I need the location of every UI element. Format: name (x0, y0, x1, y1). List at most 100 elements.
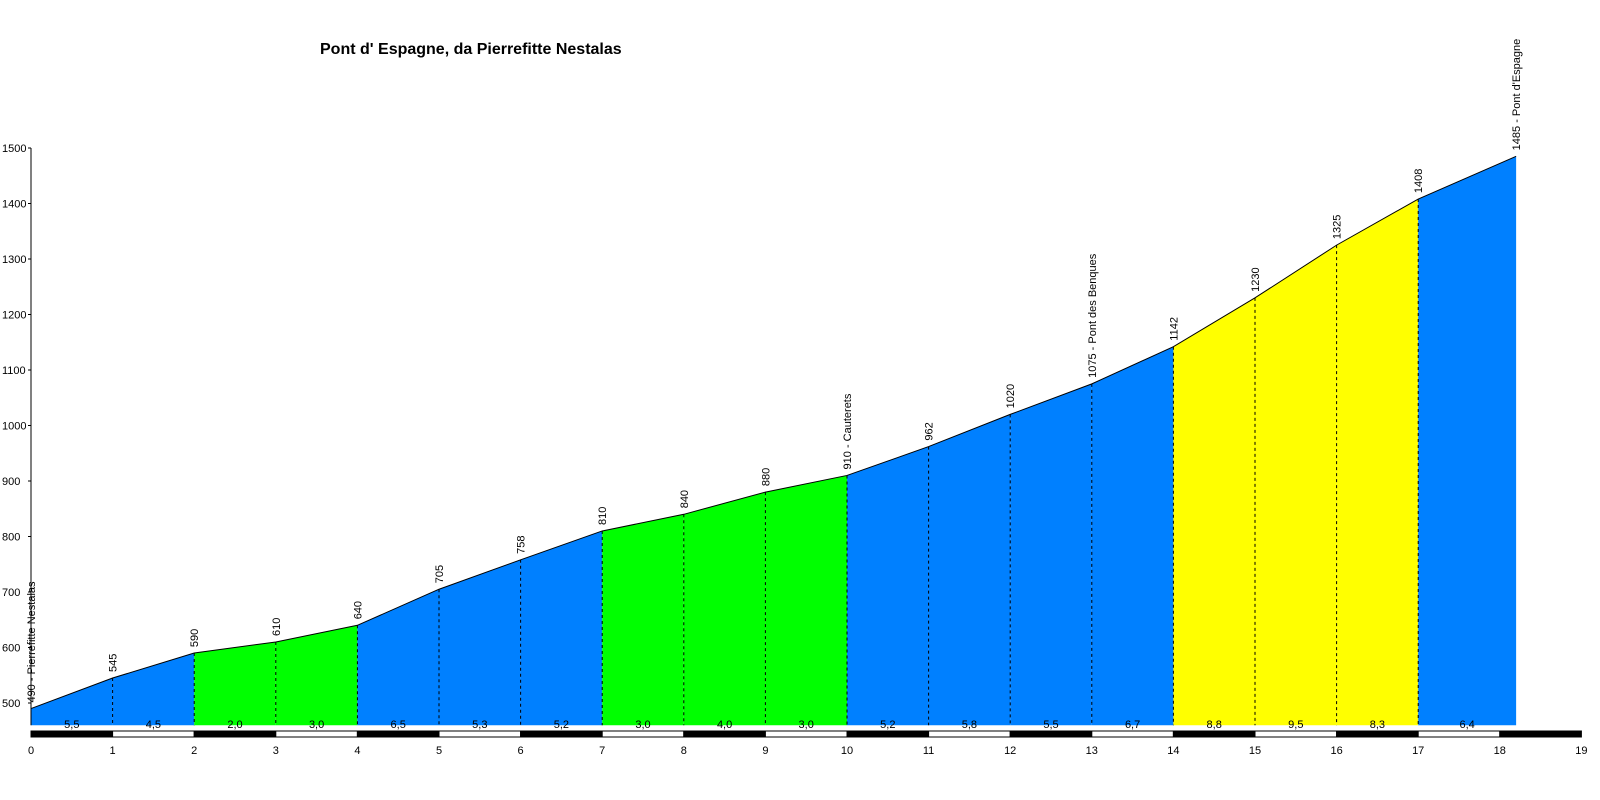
gradient-label: 3,0 (635, 719, 650, 731)
segment-fill (112, 653, 195, 726)
gradient-label: 5,5 (1043, 719, 1058, 731)
gradient-label: 6,4 (1460, 719, 1475, 731)
gradient-label: 4,0 (717, 719, 732, 731)
altitude-label: 1020 (1005, 384, 1017, 408)
segment-fill (1255, 245, 1337, 726)
y-tick-label: 1400 (2, 199, 26, 211)
km-scale-block (356, 730, 440, 738)
km-scale-block (30, 730, 114, 738)
y-tick-label: 1300 (2, 254, 26, 266)
altitude-label: 640 (352, 601, 364, 619)
km-scale-block (1172, 730, 1256, 738)
x-tick-label: 2 (191, 745, 197, 757)
altitude-label: 705 (434, 565, 446, 583)
km-scale-block (683, 730, 766, 738)
altitude-label: 1408 (1413, 169, 1425, 193)
segment-fill (847, 446, 929, 726)
x-tick-label: 5 (436, 745, 442, 757)
altitude-label: 1230 (1250, 267, 1262, 291)
km-scale-block (1499, 730, 1582, 738)
x-tick-label: 1 (110, 745, 116, 757)
gradient-label: 5,8 (962, 719, 977, 731)
segment-fill (683, 492, 766, 726)
altitude-label: 810 (597, 507, 609, 525)
km-scale-block (438, 730, 522, 738)
x-tick-label: 11 (923, 745, 934, 757)
altitude-label: 880 (760, 468, 772, 486)
altitude-label: 610 (271, 618, 283, 636)
segment-fill (357, 589, 439, 726)
altitude-label: 962 (924, 422, 936, 440)
km-scale-block (1336, 730, 1419, 738)
y-tick-label: 1100 (2, 365, 26, 377)
segment-fill (1091, 346, 1174, 726)
x-tick-label: 16 (1330, 745, 1342, 757)
gradient-label: 5,3 (472, 719, 487, 731)
x-tick-label: 7 (599, 745, 605, 757)
gradient-label: 8,8 (1207, 719, 1222, 731)
gradient-label: 8,3 (1370, 719, 1385, 731)
km-scale-block (275, 730, 358, 738)
y-tick-label: 900 (2, 476, 20, 488)
y-tick-label: 1200 (2, 310, 26, 322)
y-tick-label: 1000 (2, 421, 26, 433)
gradient-label: 5,2 (880, 719, 895, 731)
gradient-label: 3,0 (309, 719, 324, 731)
gradient-label: 4,5 (146, 719, 161, 731)
altitude-label: 758 (516, 535, 528, 553)
x-tick-label: 8 (681, 745, 687, 757)
x-tick-label: 18 (1494, 745, 1506, 757)
km-scale-block (928, 730, 1011, 738)
altitude-label: 490 - Pierrefitte Nestalas (26, 581, 38, 703)
km-scale-block (193, 730, 277, 738)
km-scale-block (764, 730, 848, 738)
x-tick-label: 17 (1412, 745, 1424, 757)
segment-fill (520, 530, 603, 726)
y-tick-label: 500 (2, 698, 20, 710)
segment-fill (31, 678, 113, 726)
segment-fill (1173, 297, 1255, 726)
km-scale-block (112, 730, 195, 738)
segment-fill (765, 475, 847, 726)
altitude-label: 545 (108, 654, 120, 672)
segment-fill (439, 559, 521, 726)
x-tick-label: 3 (273, 745, 279, 757)
y-tick-label: 1500 (2, 143, 26, 155)
gradient-label: 9,5 (1288, 719, 1303, 731)
profile-line (30, 155, 1517, 710)
km-scale-block (1091, 730, 1174, 738)
altitude-label: 1325 (1332, 215, 1344, 239)
gradient-label: 2,0 (227, 719, 242, 731)
segment-fill (194, 641, 276, 726)
km-scale-block (1009, 730, 1093, 738)
x-tick-label: 0 (28, 745, 34, 757)
gradient-label: 6,7 (1125, 719, 1140, 731)
gradient-label: 6,5 (391, 719, 406, 731)
segment-fill (1336, 199, 1419, 726)
y-tick-label: 800 (2, 532, 20, 544)
segment-fill (275, 625, 358, 726)
segment-fill (1418, 156, 1517, 726)
segment-fill (602, 514, 684, 726)
km-scale-block (520, 730, 603, 738)
y-tick-label: 600 (2, 643, 20, 655)
x-tick-label: 15 (1249, 745, 1261, 757)
x-tick-label: 4 (354, 745, 360, 757)
altitude-label: 590 (189, 629, 201, 647)
altitude-label: 1485 - Pont d'Espagne (1511, 39, 1523, 151)
x-tick-label: 14 (1167, 745, 1179, 757)
x-tick-label: 6 (518, 745, 524, 757)
segment-fill (1010, 383, 1092, 726)
x-tick-label: 12 (1004, 745, 1016, 757)
altitude-label: 840 (679, 490, 691, 508)
chart-title: Pont d' Espagne, da Pierrefitte Nestalas (320, 41, 622, 58)
altitude-label: 1142 (1168, 317, 1180, 341)
altitude-label: 910 - Cauterets (842, 393, 854, 469)
x-tick-label: 10 (841, 745, 853, 757)
km-scale-block (601, 730, 685, 738)
gradient-label: 5,2 (554, 719, 569, 731)
gradient-label: 3,0 (799, 719, 814, 731)
x-tick-label: 13 (1086, 745, 1098, 757)
x-tick-label: 19 (1575, 745, 1587, 757)
